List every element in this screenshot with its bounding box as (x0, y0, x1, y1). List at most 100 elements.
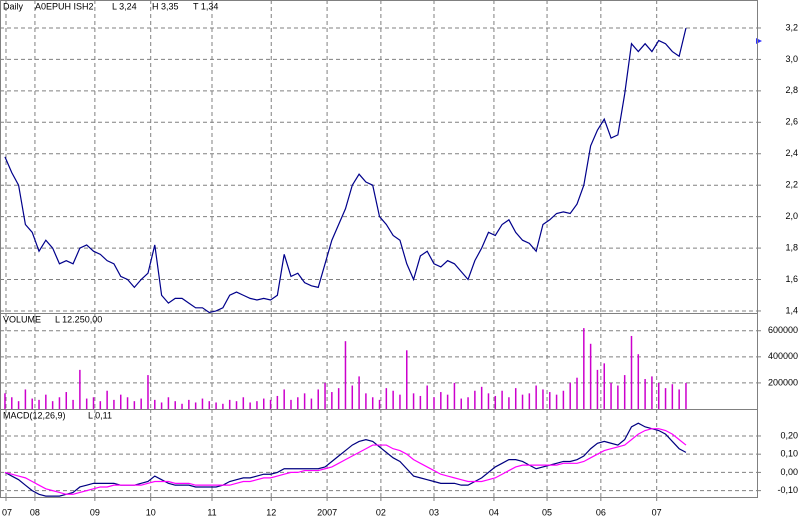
volume-bar (24, 389, 27, 409)
volume-bar (215, 402, 217, 409)
volume-bar (249, 402, 251, 409)
volume-bar (637, 354, 640, 409)
volume-bar (412, 393, 415, 409)
volume-bar (501, 390, 503, 409)
x-tick-label: 06 (596, 507, 606, 517)
y-tick-label: 3,0 (785, 54, 798, 64)
volume-bar (440, 392, 442, 409)
volume-bar (644, 379, 646, 409)
volume-bar (535, 385, 537, 409)
x-tick-label: 02 (376, 507, 386, 517)
y-tick-label: 2,8 (785, 85, 798, 95)
volume-bar (51, 401, 54, 409)
volume-bar (303, 393, 306, 409)
volume-bar (65, 392, 68, 409)
volume-bar (310, 398, 313, 409)
volume-bar (181, 403, 183, 409)
x-tick-label: 05 (542, 507, 552, 517)
y-tick-label: 600000 (768, 325, 798, 335)
volume-bar (85, 398, 88, 409)
volume-bar (467, 397, 469, 409)
x-tick-label: 07 (652, 507, 662, 517)
volume-bar (678, 389, 680, 409)
panel-label: MACD(12,26,9) (3, 410, 66, 420)
volume-bar (365, 393, 367, 409)
line-series (4, 422, 687, 497)
volume-bar (664, 388, 667, 409)
x-tick-label: 08 (30, 507, 40, 517)
volume-bar (378, 399, 381, 409)
volume-bar (542, 389, 544, 409)
volume-bar (324, 382, 326, 409)
panel-label: L 3,24 (112, 1, 137, 11)
panel-label: T 1,34 (193, 1, 218, 11)
volume-bar (562, 390, 565, 409)
volume-bar (194, 402, 197, 409)
volume-bar (235, 401, 238, 409)
volume-bar (460, 398, 462, 409)
volume-bar (276, 395, 279, 409)
panel-label: L 0,11 (88, 410, 112, 420)
volume-bar (140, 398, 142, 409)
volume-bar (487, 393, 490, 409)
volume-bar (603, 363, 606, 409)
volume-bar (406, 350, 408, 409)
volume-bar (331, 392, 333, 409)
volume-bar (508, 397, 510, 409)
volume-bar (92, 397, 95, 409)
x-tick-label: 07 (2, 507, 12, 517)
volume-bar (685, 382, 687, 409)
volume-bar (453, 382, 456, 409)
x-tick-label: 10 (146, 507, 156, 517)
x-tick-label: 04 (489, 507, 499, 517)
volume-bar (528, 393, 531, 409)
volume-bar (106, 390, 108, 409)
x-tick-label: 09 (90, 507, 100, 517)
y-tick-label: 1,4 (785, 305, 798, 315)
volume-bar (474, 390, 476, 409)
volume-bar (337, 388, 340, 409)
volume-bar (290, 399, 292, 409)
volume-bar (113, 399, 115, 409)
y-tick-label: 2,4 (785, 148, 798, 158)
panel-frame (0, 409, 758, 498)
volume-bar (283, 389, 285, 409)
volume-bar (623, 375, 626, 409)
volume-bar (269, 399, 272, 409)
line-series (4, 27, 687, 314)
volume-bar (167, 397, 170, 409)
volume-bar (126, 397, 129, 409)
y-tick-label: 0,10 (780, 449, 798, 459)
volume-bar (583, 328, 585, 409)
volume-bar (79, 369, 81, 409)
y-tick-label: 2,6 (785, 117, 798, 127)
volume-bar (630, 335, 633, 409)
volume-bar (58, 397, 61, 409)
y-tick-label: 3,2 (785, 22, 798, 32)
volume-bar (589, 343, 592, 409)
volume-bar (399, 394, 401, 409)
volume-bar (4, 393, 6, 409)
volume-bar (99, 401, 102, 409)
volume-bar (133, 401, 136, 409)
volume-bar (256, 401, 258, 409)
volume-bar (480, 386, 483, 409)
line-series (4, 428, 687, 495)
volume-bar (617, 385, 619, 409)
y-tick-label: 2,2 (785, 180, 798, 190)
x-tick-label: 03 (429, 507, 439, 517)
volume-bar (521, 394, 524, 409)
volume-bar (242, 397, 245, 409)
volume-bar (317, 389, 319, 409)
volume-bar (263, 398, 265, 409)
volume-bar (426, 385, 428, 409)
volume-bar (72, 399, 74, 409)
volume-bar (419, 395, 422, 409)
y-tick-label: 0,00 (780, 467, 798, 477)
y-tick-label: 400000 (768, 351, 798, 361)
volume-bar (208, 401, 211, 409)
volume-bar (154, 399, 156, 409)
volume-bar (228, 399, 231, 409)
